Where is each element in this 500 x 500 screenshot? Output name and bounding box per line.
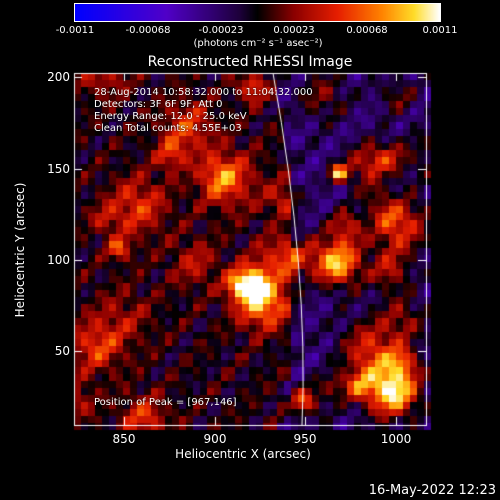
colorbar-tick-label: -0.00023 xyxy=(198,25,244,36)
x-tick-label: 950 xyxy=(293,432,317,446)
y-tick-label: 200 xyxy=(47,70,70,84)
annotation-clean: Clean Total counts: 4.55E+03 xyxy=(94,123,242,134)
y-axis-label: Heliocentric Y (arcsec) xyxy=(13,182,27,318)
y-tick-label: 100 xyxy=(47,253,70,267)
x-tick-label: 1000 xyxy=(380,432,412,446)
timestamp: 16-May-2022 12:23 xyxy=(368,483,496,498)
colorbar xyxy=(74,3,441,22)
x-axis-label: Heliocentric X (arcsec) xyxy=(175,447,311,461)
colorbar-tick-label: -0.0011 xyxy=(55,25,95,36)
annotation-detectors: Detectors: 3F 6F 9F, Att 0 xyxy=(94,99,223,110)
colorbar-tick-label: -0.00068 xyxy=(125,25,171,36)
annotation-peak: Position of Peak = [967,146] xyxy=(94,397,237,408)
colorbar-tick-label: 0.00023 xyxy=(273,25,315,36)
annotation-time: 28-Aug-2014 10:58:32.000 to 11:04:32.000 xyxy=(94,87,313,98)
plot-title: Reconstructed RHESSI Image xyxy=(147,54,353,70)
colorbar-gradient xyxy=(75,4,440,21)
x-tick-label: 850 xyxy=(112,432,136,446)
colorbar-tick-label: 0.00068 xyxy=(346,25,388,36)
x-tick-label: 900 xyxy=(203,432,227,446)
annotation-energy: Energy Range: 12.0 - 25.0 keV xyxy=(94,111,247,122)
colorbar-units: (photons cm⁻² s⁻¹ asec⁻²) xyxy=(193,38,323,49)
y-tick-label: 150 xyxy=(47,162,70,176)
colorbar-tick-label: 0.0011 xyxy=(422,25,458,36)
y-tick-label: 50 xyxy=(54,344,70,358)
